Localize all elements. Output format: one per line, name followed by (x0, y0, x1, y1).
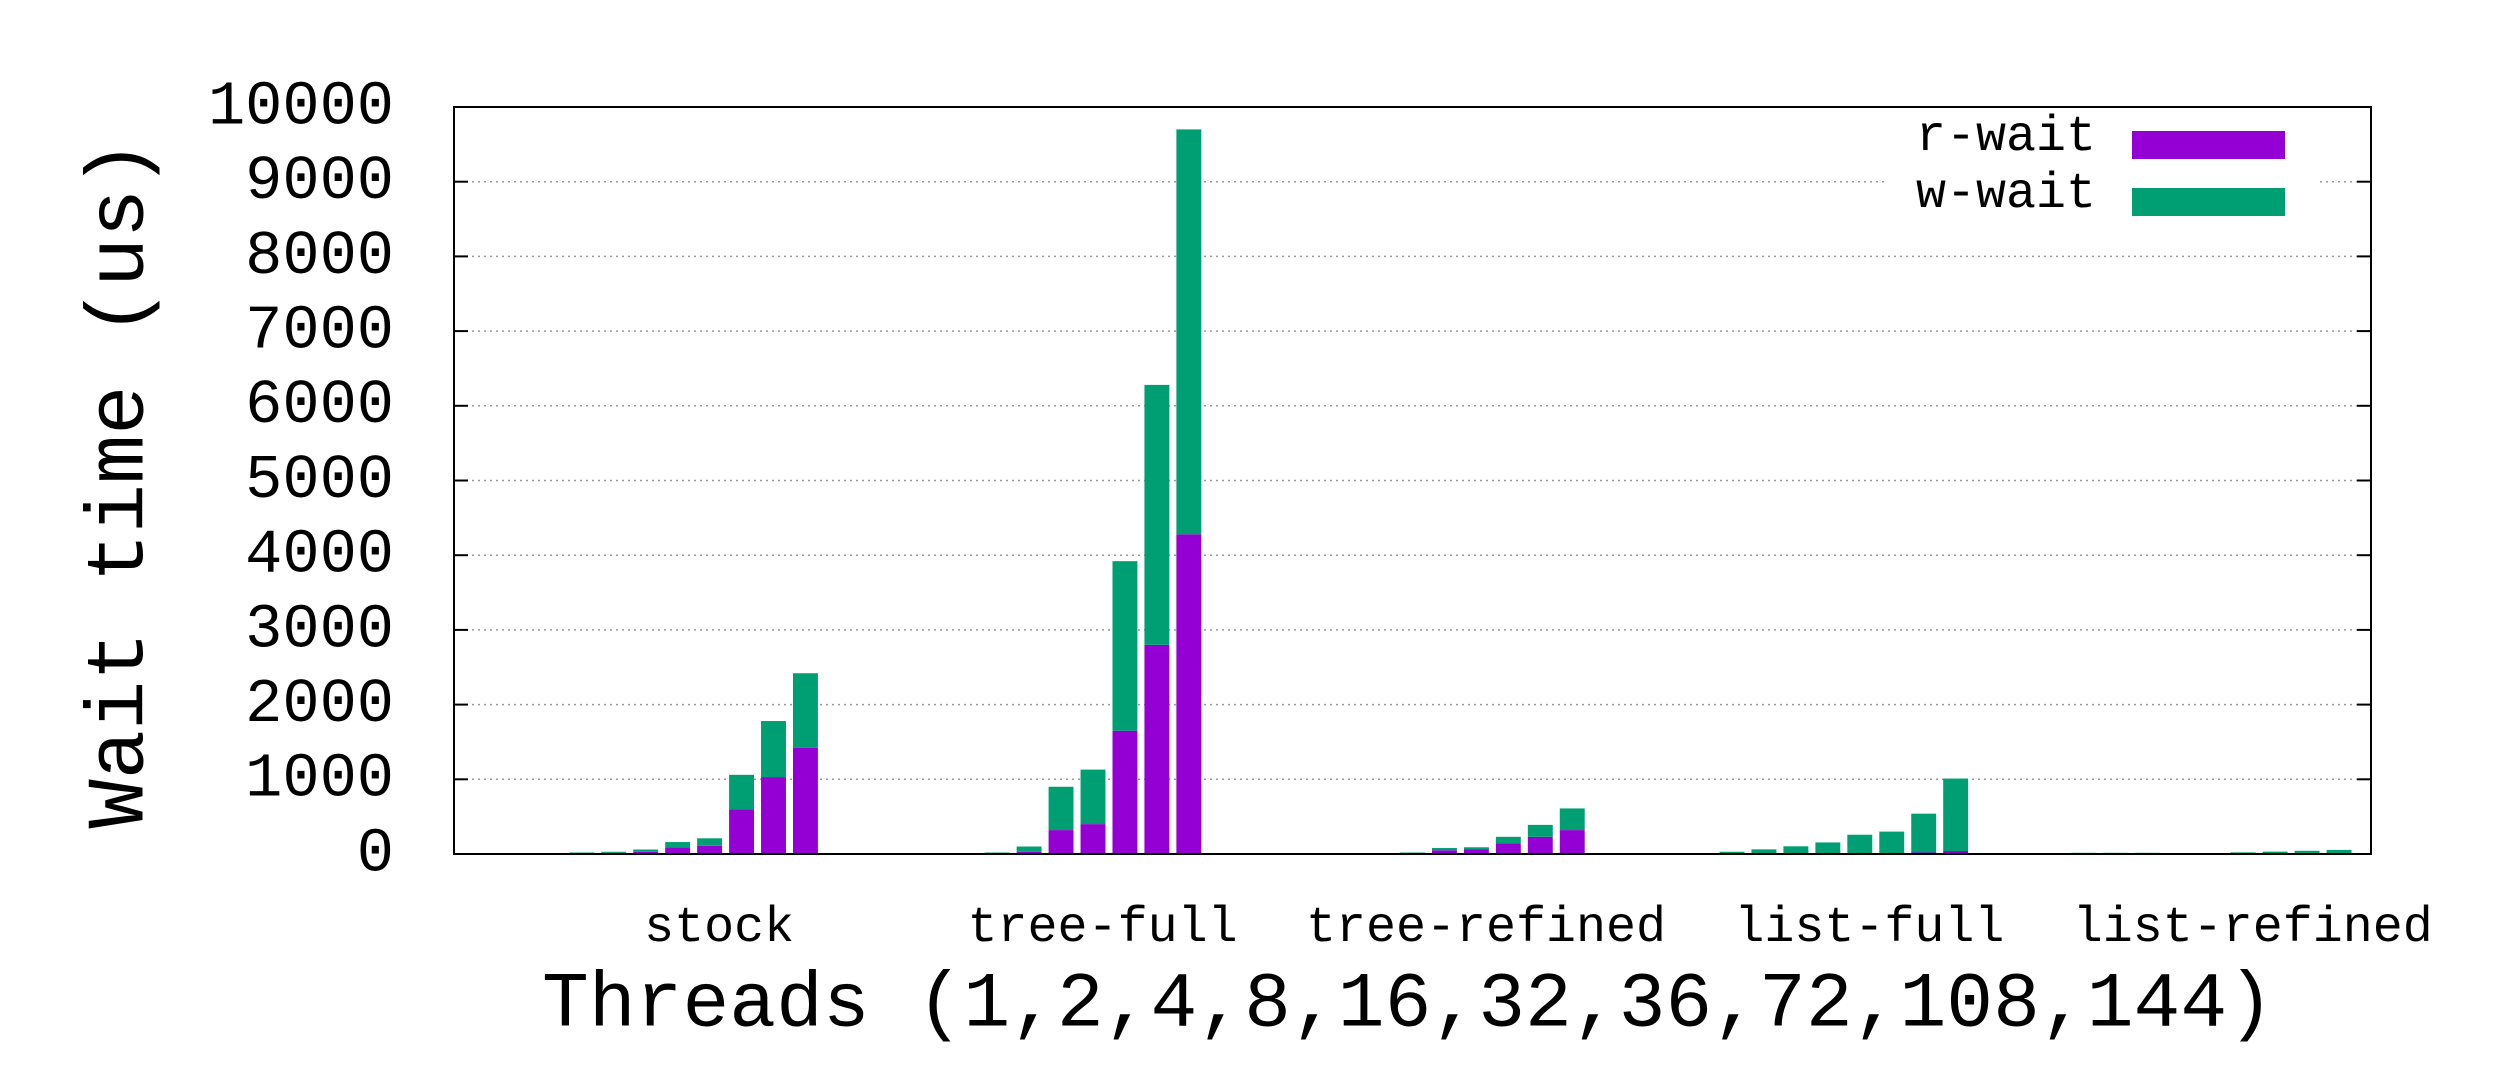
bar-segment (792, 673, 818, 748)
bar-segment (1559, 808, 1585, 831)
bar-segment (1048, 786, 1074, 831)
bar-segment (1495, 836, 1521, 844)
legend-swatch (2132, 131, 2285, 159)
bar-segment (697, 838, 723, 846)
bar-segment (761, 777, 786, 854)
bar-segment (569, 852, 595, 854)
bar-segment (1080, 769, 1106, 825)
bar-segment (1527, 824, 1553, 837)
bar-segment (1911, 813, 1937, 853)
y-tick-label: 5000 (245, 445, 394, 516)
bar-segment (1144, 384, 1170, 645)
bar-segment (2294, 850, 2320, 854)
x-tick-label: tree-refined (1306, 900, 1666, 957)
bar-segment (1751, 849, 1777, 854)
bar-segment (665, 842, 691, 848)
bar-segment (1016, 846, 1042, 852)
y-tick-label: 4000 (245, 520, 394, 591)
y-tick-label: 9000 (245, 146, 394, 217)
bar-segment (1943, 851, 1969, 854)
bar-segment (2262, 851, 2288, 854)
y-axis-title: Wait time (us) (75, 140, 168, 829)
bar-segment (633, 849, 659, 852)
bar-segment (2326, 849, 2352, 854)
x-tick-label: tree-full (968, 900, 1238, 957)
bar-segment (1112, 561, 1138, 731)
bar-segment (633, 851, 659, 854)
y-tick-label: 3000 (245, 594, 394, 665)
bar-segment (1463, 847, 1489, 850)
bar-segment (1847, 834, 1873, 854)
y-tick-label: 10000 (208, 71, 394, 142)
bar-segment (1559, 830, 1585, 854)
bar-segment (1431, 848, 1457, 851)
y-tick-label: 1000 (245, 744, 394, 815)
bar-segment (1879, 831, 1905, 854)
legend-label: w-wait (1916, 166, 2096, 223)
plot-frame (453, 106, 2372, 855)
bar-segment (697, 845, 723, 854)
bar-segment (1048, 830, 1074, 854)
bar-segment (1943, 778, 1969, 852)
bar-segment (792, 747, 818, 854)
bar-segment (1176, 534, 1202, 854)
y-tick-label: 7000 (245, 295, 394, 366)
bar-segment (1431, 850, 1457, 854)
x-axis-title: Threads (1,2,4,8,16,32,36,72,108,144) (542, 962, 2274, 1050)
y-tick-label: 2000 (245, 669, 394, 740)
bar-segment (1719, 851, 1745, 854)
legend-label: r-wait (1916, 109, 2096, 166)
legend-swatch (2132, 188, 2285, 216)
bar-segment (1176, 129, 1202, 535)
bar-segment (1112, 730, 1138, 854)
bar-segment (1400, 852, 1425, 854)
bar-segment (1783, 846, 1809, 854)
bar-segment (984, 852, 1010, 854)
y-tick-label: 0 (357, 818, 394, 889)
bar-segment (1815, 842, 1841, 854)
y-tick-label: 8000 (245, 221, 394, 292)
x-tick-label: list-refined (2073, 900, 2433, 957)
bar-segment (729, 809, 755, 854)
bar-segment (601, 851, 627, 853)
bar-segment (1463, 849, 1489, 854)
bar-segment (1527, 836, 1553, 854)
x-tick-label: stock (644, 900, 794, 957)
bar-segment (1080, 824, 1106, 854)
bar-segment (665, 847, 691, 854)
bar-segment (1016, 851, 1042, 854)
y-tick-label: 6000 (245, 370, 394, 441)
bar-segment (729, 774, 755, 810)
bar-segment (761, 721, 786, 778)
bar-segment (1144, 644, 1170, 854)
x-tick-label: list-full (1734, 900, 2004, 957)
bar-segment (1495, 843, 1521, 854)
